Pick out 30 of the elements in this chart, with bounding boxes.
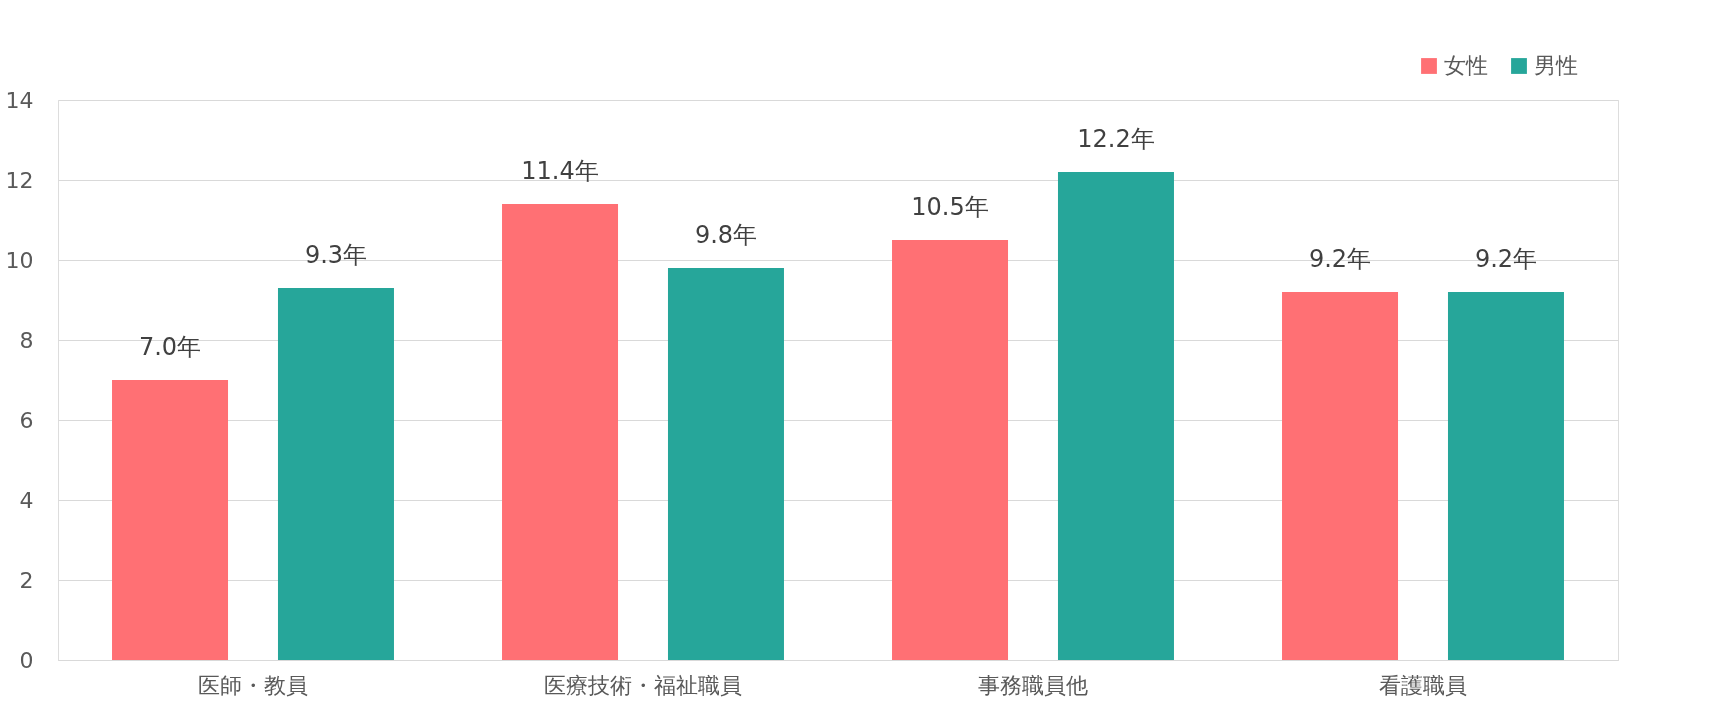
bar [502,204,619,660]
y-tick-label: 4 [19,487,34,513]
bar [1447,292,1564,660]
y-tick-label: 2 [19,567,34,593]
legend-label: 女性 [1444,53,1488,78]
data-label: 9.2年 [1308,245,1372,273]
y-tick-label: 0 [19,647,34,673]
data-label: 9.8年 [694,221,758,249]
legend-label: 男性 [1534,53,1578,78]
data-label: 9.2年 [1474,245,1538,273]
bar [277,288,394,660]
bar [892,240,1009,660]
x-tick-label: 医師・教員 [198,672,308,698]
bar [112,380,229,660]
x-tick-label: 医療技術・福祉職員 [544,672,742,698]
y-tick-label: 12 [5,167,34,193]
data-label: 11.4年 [521,157,599,185]
y-tick-label: 14 [5,87,34,113]
bar [1057,172,1174,660]
data-label: 12.2年 [1077,125,1155,153]
y-tick-label: 10 [5,247,34,273]
bar [667,268,784,660]
data-label: 9.3年 [304,241,368,269]
x-tick-label: 事務職員他 [978,672,1088,698]
y-tick-label: 6 [19,407,34,433]
y-tick-label: 8 [19,327,34,353]
bar [1282,292,1399,660]
x-tick-label: 看護職員 [1379,672,1467,698]
data-label: 7.0年 [138,333,202,361]
data-label: 10.5年 [911,193,989,221]
